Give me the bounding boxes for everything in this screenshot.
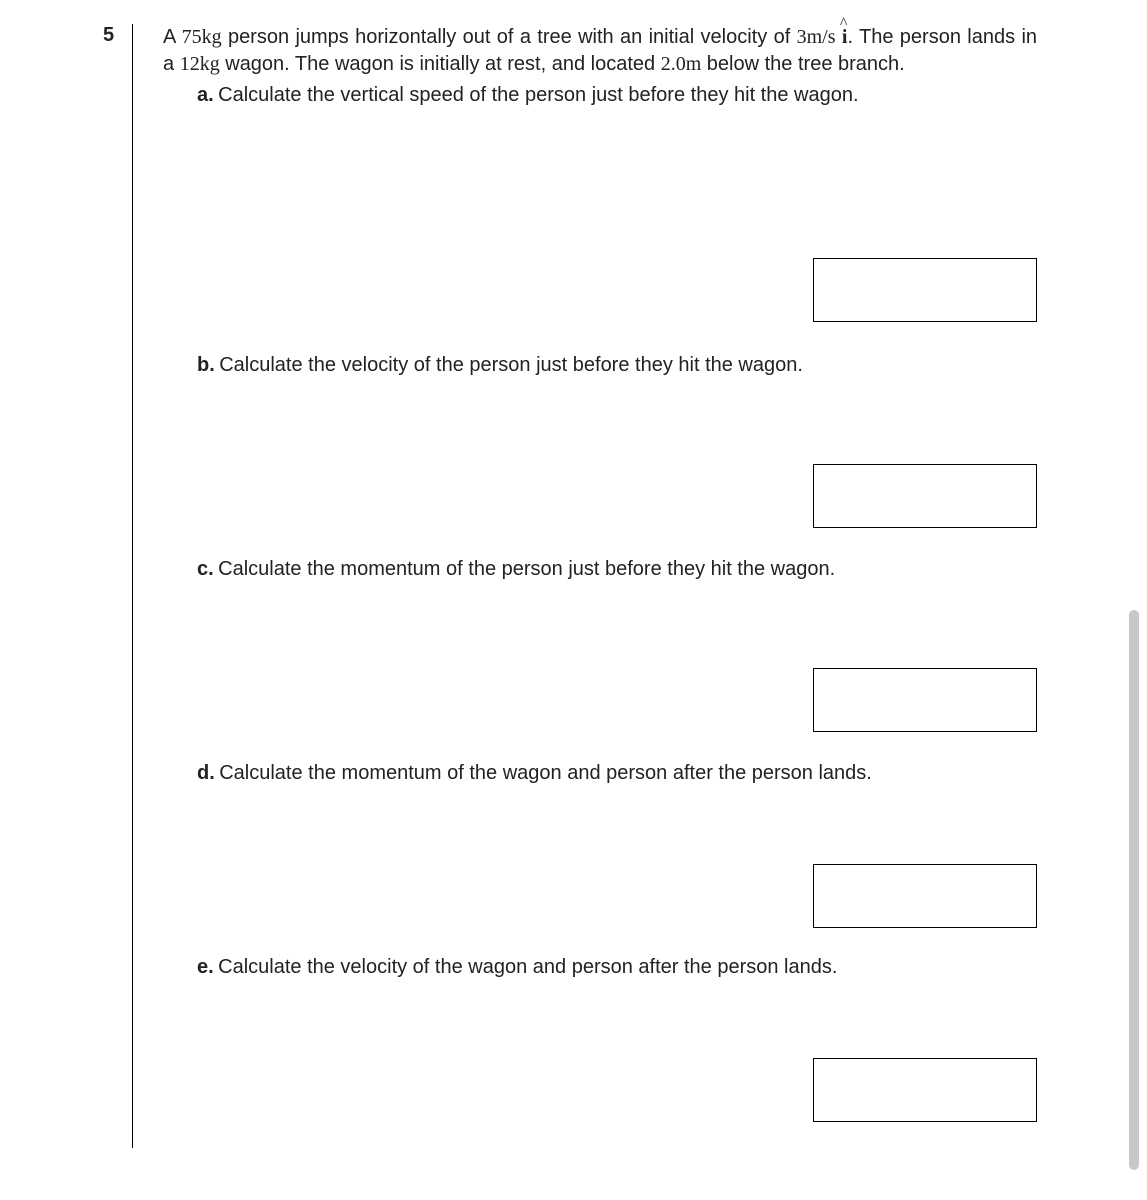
part-b: b. Calculate the velocity of the person … bbox=[197, 352, 1037, 556]
part-label: b. bbox=[197, 354, 215, 376]
part-text: Calculate the vertical speed of the pers… bbox=[218, 84, 858, 106]
parts-container: a. Calculate the vertical speed of the p… bbox=[163, 82, 1037, 1148]
question-number: 5 bbox=[103, 24, 114, 47]
part-label: a. bbox=[197, 84, 214, 106]
part-text: Calculate the momentum of the wagon and … bbox=[219, 762, 872, 784]
answer-box-c[interactable] bbox=[813, 668, 1037, 732]
answer-box-a[interactable] bbox=[813, 258, 1037, 322]
part-label: e. bbox=[197, 956, 214, 978]
part-c: c. Calculate the momentum of the person … bbox=[197, 556, 1037, 760]
scrollbar-track[interactable] bbox=[1129, 610, 1139, 1170]
part-label: d. bbox=[197, 762, 215, 784]
part-text: Calculate the velocity of the wagon and … bbox=[218, 956, 837, 978]
part-e: e. Calculate the velocity of the wagon a… bbox=[197, 954, 1037, 1148]
problem-5: 5 A 75kg person jumps horizontally out o… bbox=[132, 24, 1037, 1148]
answer-box-e[interactable] bbox=[813, 1058, 1037, 1122]
part-text: Calculate the velocity of the person jus… bbox=[219, 354, 803, 376]
part-text: Calculate the momentum of the person jus… bbox=[218, 558, 835, 580]
part-a: a. Calculate the vertical speed of the p… bbox=[197, 82, 1037, 352]
problem-stem: A 75kg person jumps horizontally out of … bbox=[163, 24, 1037, 78]
part-d: d. Calculate the momentum of the wagon a… bbox=[197, 760, 1037, 954]
answer-box-b[interactable] bbox=[813, 464, 1037, 528]
scrollbar-thumb[interactable] bbox=[1129, 610, 1139, 1170]
answer-box-d[interactable] bbox=[813, 864, 1037, 928]
page: 5 A 75kg person jumps horizontally out o… bbox=[0, 0, 1147, 1200]
part-label: c. bbox=[197, 558, 214, 580]
